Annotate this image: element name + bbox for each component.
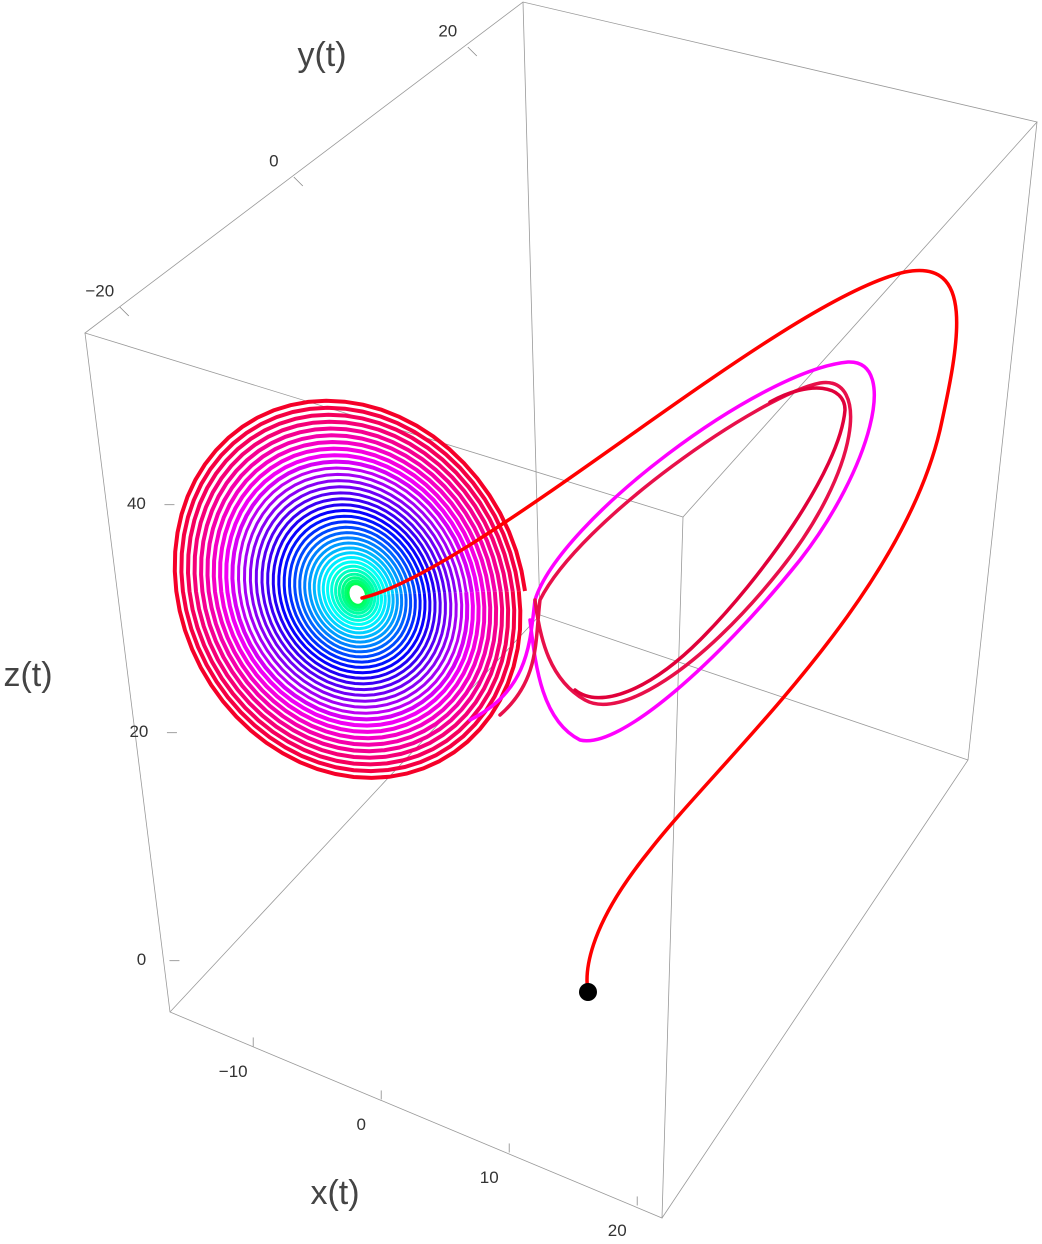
trajectory-lobe (360, 268, 959, 994)
trajectory (172, 398, 527, 780)
loop (573, 386, 847, 700)
loop (360, 268, 959, 994)
tick-mark (467, 46, 478, 57)
box-right (661, 121, 1038, 1219)
tick-label: 20 (129, 722, 148, 741)
tick-label: −10 (219, 1062, 248, 1081)
z-axis-label: z(t) (3, 656, 52, 694)
spiral-turn (254, 485, 452, 697)
box-back (169, 1, 969, 1013)
spiral-turn (271, 503, 436, 680)
spiral-turn (330, 564, 383, 622)
spiral-turn (346, 582, 368, 607)
tick-label: 20 (608, 1221, 627, 1240)
spiral-turn (303, 536, 408, 649)
start-point (579, 983, 597, 1001)
spiral-turn (211, 439, 491, 741)
spiral-turn (287, 520, 421, 664)
spiral-turn (230, 459, 474, 722)
spiral-turn (317, 551, 395, 635)
spiral-turn (192, 419, 509, 760)
tick-label: 20 (438, 21, 457, 40)
tick-mark (119, 306, 130, 317)
x-axis-label: x(t) (310, 1174, 359, 1212)
spiral-turn (218, 446, 486, 734)
spiral-turn (321, 555, 391, 631)
spiral-turn (282, 514, 426, 669)
loop (498, 380, 853, 717)
spiral-turn (344, 579, 371, 609)
spiral-turn (172, 398, 527, 780)
spiral-turn (312, 546, 399, 639)
tick-label: 0 (269, 151, 278, 170)
spiral-turn (308, 541, 403, 644)
spiral-turn (277, 508, 431, 675)
spiral-turn (236, 466, 468, 715)
tick-label: 10 (480, 1168, 499, 1187)
spiral-turn (341, 576, 373, 612)
tick-label: 0 (356, 1115, 365, 1134)
spiral-turn (224, 453, 480, 728)
spiral-turn (185, 412, 515, 767)
spiral-turn (242, 472, 463, 709)
spiral-turn (248, 479, 457, 703)
spiral-turn (334, 568, 380, 619)
spiral-turn (298, 531, 412, 654)
box-front (84, 332, 684, 1219)
spiral-turn (199, 426, 503, 754)
spiral-turn (179, 405, 521, 774)
spiral-turn (326, 560, 387, 626)
spiral-turn (293, 525, 417, 659)
bounding-box (84, 1, 1038, 1219)
tick-mark (293, 176, 304, 187)
loop (468, 360, 877, 743)
spiral-turn (266, 497, 441, 686)
tick-label: 40 (127, 494, 146, 513)
y-axis-label: y(t) (297, 36, 346, 74)
spiral-turn (205, 433, 497, 747)
tick-label: 0 (137, 950, 146, 969)
spiral-turn (260, 491, 447, 692)
tick-label: −20 (85, 281, 114, 300)
spiral-turn (337, 572, 376, 615)
